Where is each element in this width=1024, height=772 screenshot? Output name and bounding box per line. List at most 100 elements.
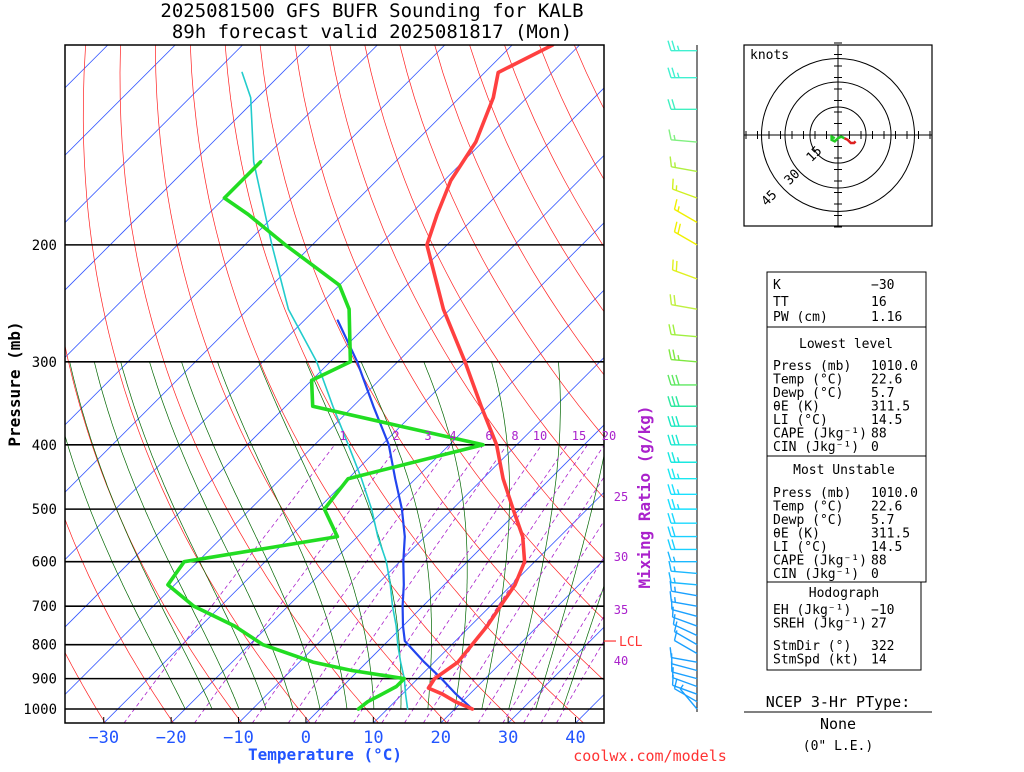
pressure-tick-label: 1000 (23, 702, 57, 718)
hodograph-stats-header: Hodograph (809, 586, 879, 601)
mixing-ratio-line (124, 445, 335, 723)
temp-tick-label: −20 (156, 728, 187, 748)
stat-label: CIN (Jkg⁻¹) (773, 567, 859, 582)
pressure-tick-label: 400 (32, 438, 57, 454)
stat-value: 0 (871, 567, 879, 582)
stat-value: 27 (871, 617, 887, 632)
ptype-amount: (0" L.E.) (803, 739, 873, 754)
wind-barb (668, 452, 697, 462)
wind-barb (674, 222, 697, 245)
mixing-ratio-label: 30 (614, 550, 628, 564)
temperature-trace (427, 45, 553, 709)
dry-adiabat-line (225, 45, 583, 723)
lcl-label: LCL (619, 635, 643, 650)
wind-barb (670, 294, 697, 309)
stat-label: StmSpd (kt) (773, 653, 859, 668)
lowest-level-header: Lowest level (799, 337, 893, 352)
wind-barb (670, 156, 697, 171)
y-axis-title: Pressure (mb) (5, 321, 24, 446)
pressure-tick-label: 800 (32, 638, 57, 654)
dry-adiabat-line (260, 45, 652, 723)
tt-value: 16 (871, 295, 887, 310)
hodograph-units: knots (750, 48, 789, 63)
dewpoint-trace (168, 162, 483, 709)
wind-barb (673, 260, 697, 279)
mixing-ratio-line (252, 445, 451, 723)
moist-adiabat-line (150, 362, 294, 709)
ptype-value: None (820, 715, 856, 733)
credit-text: coolwx.com/models (573, 747, 727, 765)
wind-barb (668, 99, 697, 109)
pressure-tick-label: 600 (32, 555, 57, 571)
stat-value: 14 (871, 653, 887, 668)
stat-label: CIN (Jkg⁻¹) (773, 440, 859, 455)
skewt-traces (168, 45, 553, 709)
x-axis-title: Temperature (°C) (248, 745, 402, 764)
wind-barb (668, 435, 697, 445)
wind-barbs (668, 41, 697, 709)
dry-adiabat-line (190, 45, 515, 723)
isotherm-line (0, 45, 580, 723)
wind-barb (668, 416, 697, 426)
wind-barb (669, 561, 697, 573)
mixing-ratio-label: 3 (424, 429, 431, 443)
pw-label: PW (cm) (773, 310, 828, 325)
wind-barb (668, 41, 697, 51)
isotherm-line (0, 45, 377, 723)
mixing-ratio-label: 4 (449, 429, 456, 443)
isotherm-line (441, 45, 1024, 723)
wind-barb (673, 179, 697, 198)
wind-barb (668, 68, 697, 78)
skewt-frame (65, 45, 604, 723)
wind-barb (674, 199, 697, 222)
isotherm-line (0, 45, 243, 723)
dry-adiabat-line (45, 45, 242, 723)
wind-barb (668, 375, 697, 385)
tt-label: TT (773, 295, 789, 310)
temp-tick-label: −30 (88, 728, 119, 748)
pw-value: 1.16 (871, 310, 902, 325)
wind-barb (668, 552, 697, 562)
pressure-tick-label: 300 (32, 355, 57, 371)
temp-tick-label: 20 (430, 728, 450, 748)
temp-tick-label: 30 (498, 728, 518, 748)
mixing-ratio-label: 8 (511, 429, 518, 443)
wind-barb (668, 396, 697, 406)
wind-barb (668, 539, 697, 549)
most-unstable-header: Most Unstable (793, 463, 895, 478)
wind-barb (668, 484, 697, 494)
isotherm-line (36, 45, 714, 723)
k-value: −30 (871, 278, 894, 293)
stat-value: 0 (871, 440, 879, 455)
dry-adiabat-line (330, 45, 789, 723)
title-line-2: 89h forecast valid 2025081817 (Mon) (172, 21, 572, 43)
mixing-ratio-label: 35 (614, 603, 628, 617)
stat-label: SREH (Jkg⁻¹) (773, 617, 867, 632)
pressure-tick-label: 700 (32, 599, 57, 615)
wind-barb (668, 513, 697, 523)
isotherm-line (0, 45, 512, 723)
dry-adiabat-line (6, 45, 174, 723)
mixing-ratio-label: 20 (602, 429, 616, 443)
mixing-ratio-line (194, 445, 398, 723)
title-line-1: 2025081500 GFS BUFR Sounding for KALB (160, 0, 583, 22)
wind-barb (669, 349, 697, 361)
wind-barb (668, 469, 697, 479)
mixing-ratio-label: 40 (614, 654, 628, 668)
wind-barb (669, 572, 697, 584)
mixing-ratio-label: 6 (485, 429, 492, 443)
wind-barb (668, 527, 697, 537)
wind-barb (670, 647, 697, 662)
pressure-tick-label: 900 (32, 672, 57, 688)
ptype-header: NCEP 3-Hr PType: (766, 693, 911, 711)
isotherm-line (0, 45, 647, 723)
mixing-ratio-label: 1 (339, 429, 346, 443)
mixing-ratio-axis-title: Mixing Ratio (g/kg) (635, 405, 654, 588)
mixing-ratio-label: 25 (614, 490, 628, 504)
mixing-ratio-label: 10 (533, 429, 547, 443)
isotherm-line (104, 45, 782, 723)
mixing-ratio-line (523, 445, 693, 723)
mixing-ratio-line (288, 445, 483, 723)
